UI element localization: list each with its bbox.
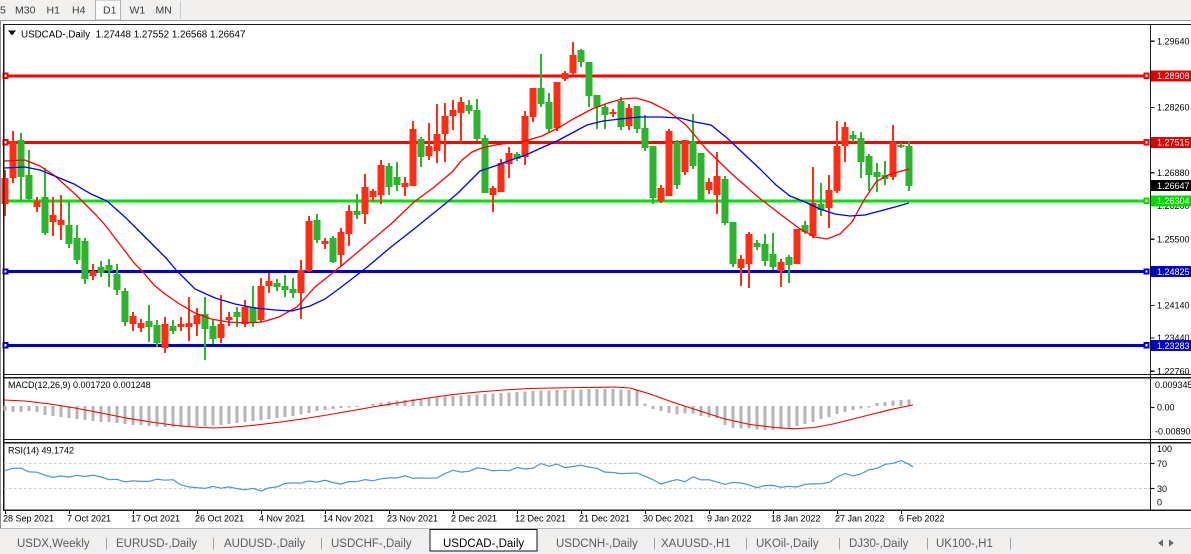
- svg-text:|: |: [838, 538, 841, 550]
- svg-text:1.26304: 1.26304: [1157, 196, 1190, 206]
- svg-text:28 Sep 2021: 28 Sep 2021: [3, 514, 54, 524]
- svg-text:RSI(14) 49.1742: RSI(14) 49.1742: [8, 446, 74, 456]
- svg-text:0.00: 0.00: [1157, 403, 1175, 413]
- svg-text:H4: H4: [72, 5, 86, 17]
- svg-text:DJ30-,Daily: DJ30-,Daily: [849, 538, 909, 550]
- svg-text:1.28260: 1.28260: [1157, 103, 1190, 113]
- svg-text:7 Oct 2021: 7 Oct 2021: [67, 514, 111, 524]
- svg-text:0: 0: [1157, 498, 1162, 508]
- svg-text:1.26880: 1.26880: [1157, 168, 1190, 178]
- svg-text:1.25500: 1.25500: [1157, 234, 1190, 244]
- svg-text:UK100-,H1: UK100-,H1: [936, 538, 993, 550]
- svg-text:18 Jan 2022: 18 Jan 2022: [771, 514, 821, 524]
- svg-text:-0.00890: -0.00890: [1155, 427, 1191, 437]
- svg-text:MACD(12,26,9) 0.001720 0.00124: MACD(12,26,9) 0.001720 0.001248: [8, 380, 151, 390]
- svg-text:USDCAD-,Daily 1.27448 1.27552: USDCAD-,Daily 1.27448 1.27552 1.26568 1.…: [21, 30, 245, 41]
- svg-text:1.23440: 1.23440: [1157, 333, 1190, 343]
- svg-text:|: |: [926, 538, 929, 550]
- svg-text:MN: MN: [156, 5, 172, 17]
- svg-text:26 Oct 2021: 26 Oct 2021: [195, 514, 244, 524]
- svg-text:6 Feb 2022: 6 Feb 2022: [899, 514, 945, 524]
- svg-text:EURUSD-,Daily: EURUSD-,Daily: [116, 538, 197, 550]
- svg-text:W1: W1: [130, 5, 146, 17]
- svg-text:AUDUSD-,Daily: AUDUSD-,Daily: [224, 538, 305, 550]
- svg-text:USDCAD-,Daily: USDCAD-,Daily: [443, 538, 524, 550]
- svg-text:|: |: [320, 538, 323, 550]
- svg-text:|: |: [653, 538, 656, 550]
- svg-text:30: 30: [1157, 484, 1167, 494]
- svg-text:1.29640: 1.29640: [1157, 36, 1190, 46]
- svg-text:2 Dec 2021: 2 Dec 2021: [451, 514, 497, 524]
- svg-text:14 Nov 2021: 14 Nov 2021: [323, 514, 374, 524]
- svg-text:30 Dec 2021: 30 Dec 2021: [643, 514, 694, 524]
- svg-text:1.23283: 1.23283: [1157, 341, 1190, 351]
- svg-text:H1: H1: [47, 5, 61, 17]
- svg-text:1.24825: 1.24825: [1157, 267, 1190, 277]
- svg-text:USDCNH-,Daily: USDCNH-,Daily: [556, 538, 638, 550]
- svg-text:|: |: [1009, 538, 1012, 550]
- svg-text:23 Nov 2021: 23 Nov 2021: [387, 514, 438, 524]
- svg-text:|: |: [212, 538, 215, 550]
- svg-text:9 Jan 2022: 9 Jan 2022: [707, 514, 752, 524]
- svg-text:M30: M30: [15, 5, 36, 17]
- svg-text:1.28908: 1.28908: [1157, 71, 1190, 81]
- svg-text:|: |: [745, 538, 748, 550]
- svg-text:1.27515: 1.27515: [1157, 138, 1190, 148]
- svg-text:USDX,Weekly: USDX,Weekly: [17, 538, 90, 550]
- svg-text:5: 5: [0, 5, 6, 17]
- svg-text:27 Jan 2022: 27 Jan 2022: [835, 514, 885, 524]
- svg-text:21 Dec 2021: 21 Dec 2021: [579, 514, 630, 524]
- svg-text:D1: D1: [103, 5, 117, 17]
- svg-text:0.009345: 0.009345: [1155, 380, 1191, 390]
- svg-text:USDCHF-,Daily: USDCHF-,Daily: [331, 538, 412, 550]
- svg-text:UKOil-,Daily: UKOil-,Daily: [756, 538, 819, 550]
- svg-text:1.26647: 1.26647: [1157, 181, 1190, 191]
- svg-text:100: 100: [1157, 444, 1172, 454]
- svg-text:12 Dec 2021: 12 Dec 2021: [515, 514, 566, 524]
- svg-text:|: |: [105, 538, 108, 550]
- svg-text:1.24140: 1.24140: [1157, 301, 1190, 311]
- svg-text:70: 70: [1157, 459, 1167, 469]
- svg-text:17 Oct 2021: 17 Oct 2021: [131, 514, 180, 524]
- svg-text:1.22760: 1.22760: [1157, 367, 1190, 377]
- svg-text:4 Nov 2021: 4 Nov 2021: [259, 514, 305, 524]
- svg-text:XAUUSD-,H1: XAUUSD-,H1: [661, 538, 731, 550]
